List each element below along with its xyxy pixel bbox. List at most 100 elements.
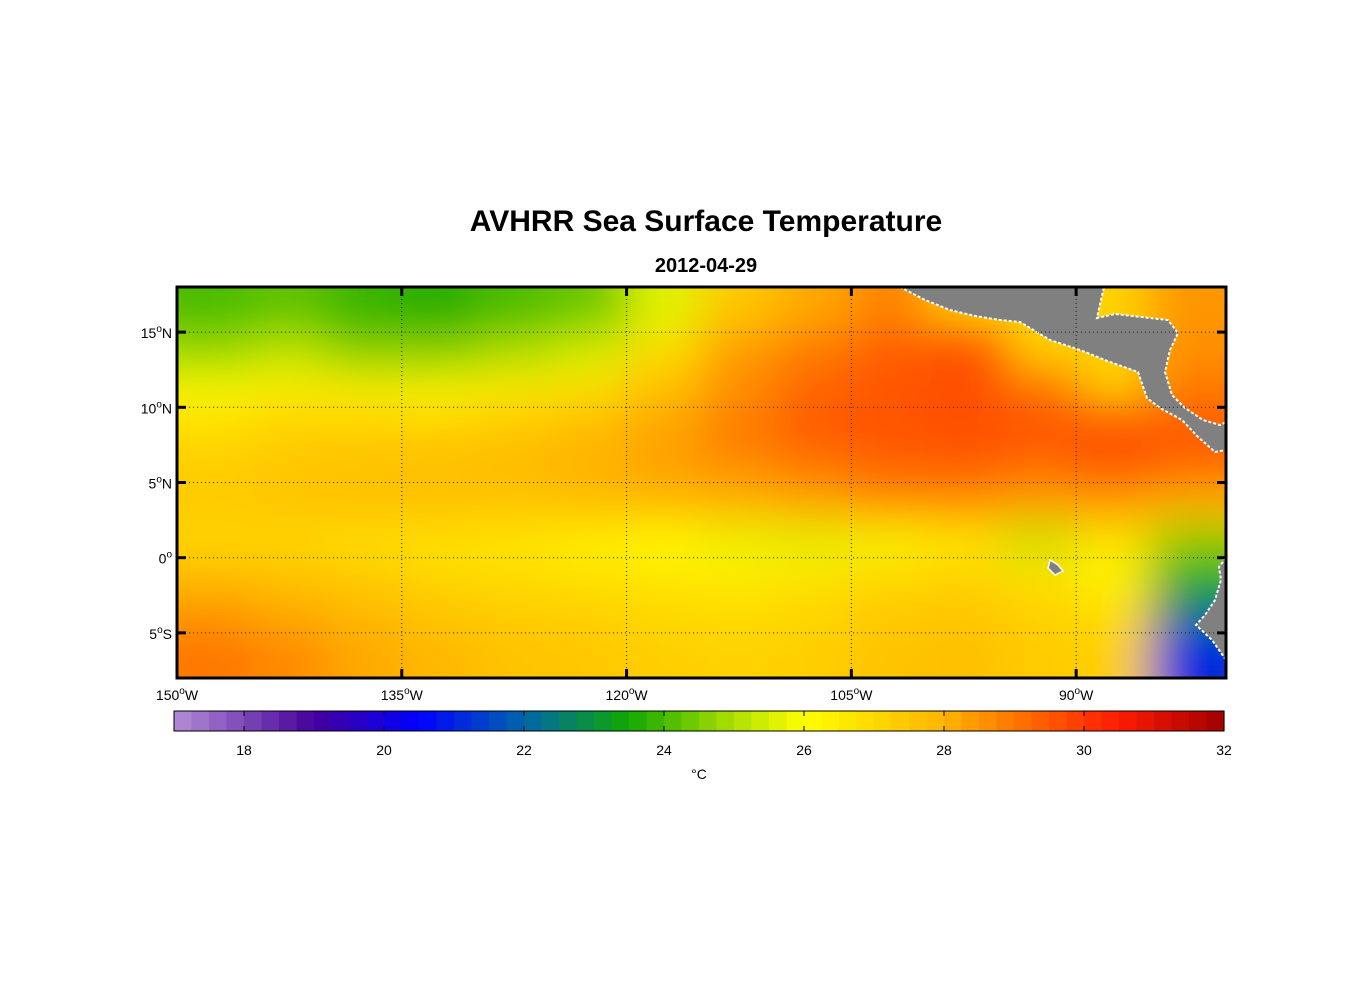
gridlines	[177, 287, 1226, 678]
sst-cell	[251, 373, 328, 413]
sst-cell	[851, 557, 928, 593]
sst-cell	[701, 486, 778, 525]
sst-cell	[476, 591, 553, 631]
sst-cell	[626, 373, 703, 413]
colorbar-tick-label: 28	[936, 742, 952, 758]
lat-label: 5oS	[149, 625, 172, 642]
sst-cell	[326, 629, 403, 678]
colorbar-step	[576, 711, 595, 731]
sst-cell	[1001, 486, 1078, 525]
sst-cell	[1001, 629, 1078, 678]
colorbar-tick-label: 18	[236, 742, 252, 758]
lon-label: 150oW	[156, 686, 199, 703]
colorbar-tick-label: 20	[376, 742, 392, 758]
colorbar-step	[769, 711, 788, 731]
colorbar-step	[1154, 711, 1173, 731]
lat-label: 15oN	[141, 324, 172, 341]
sst-cell	[626, 332, 703, 375]
sst-cell	[851, 332, 928, 375]
sst-cell	[701, 287, 778, 334]
sst-cell	[251, 557, 328, 593]
sst-cell	[851, 448, 928, 488]
sst-cell	[251, 448, 328, 488]
sst-cell	[701, 332, 778, 375]
colorbar-step	[716, 711, 735, 731]
colorbar-step	[524, 711, 543, 731]
colorbar-step	[1084, 711, 1103, 731]
colorbar-step	[1206, 711, 1225, 731]
colorbar-ticks: 18 20 22 24 26 28 30 32	[236, 711, 1232, 758]
colorbar-step	[839, 711, 858, 731]
colorbar-step	[226, 711, 245, 731]
sst-cell	[701, 591, 778, 631]
colorbar-step	[314, 711, 333, 731]
sst-cell	[1076, 448, 1153, 488]
sst-cell	[251, 411, 328, 450]
colorbar-unit-label: °C	[691, 766, 707, 782]
chart-title: AVHRR Sea Surface Temperature	[469, 205, 943, 238]
sst-cell	[476, 287, 553, 334]
colorbar-step	[944, 711, 963, 731]
sst-cell	[177, 411, 253, 450]
lat-label: 0o	[159, 550, 173, 567]
sst-cell	[401, 332, 478, 375]
sst-cell	[401, 557, 478, 593]
sst-cell	[326, 373, 403, 413]
sst-cell	[776, 287, 853, 334]
sst-cell	[626, 287, 703, 334]
sst-cell	[326, 287, 403, 334]
lon-label: 135oW	[381, 686, 424, 703]
sst-cell	[776, 629, 853, 678]
sst-cell	[401, 523, 478, 559]
colorbar-step	[541, 711, 560, 731]
sst-cell	[926, 486, 1003, 525]
sst-cell	[1151, 448, 1226, 488]
sst-cell	[1151, 523, 1226, 559]
colorbar-step	[279, 711, 298, 731]
colorbar-step	[996, 711, 1015, 731]
colorbar-step	[961, 711, 980, 731]
map-panel: 150oW 135oW 120oW 105oW 90oW 15oN 10oN 5oN 0o 5o…	[141, 285, 1228, 703]
sst-cell	[1076, 411, 1153, 450]
sst-cell	[776, 332, 853, 375]
colorbar-step	[926, 711, 945, 731]
sst-cell	[476, 557, 553, 593]
sst-cell	[177, 373, 253, 413]
sst-cell	[1001, 557, 1078, 593]
sst-cell	[476, 448, 553, 488]
sst-cell	[401, 486, 478, 525]
sst-cell	[326, 332, 403, 375]
sst-cell	[626, 629, 703, 678]
colorbar-step	[419, 711, 438, 731]
sst-cell	[177, 287, 253, 334]
sst-cell	[926, 591, 1003, 631]
colorbar-step	[611, 711, 630, 731]
lat-label: 10oN	[141, 399, 172, 416]
colorbar-step	[786, 711, 805, 731]
sst-cell	[326, 591, 403, 631]
sst-cell	[177, 523, 253, 559]
sst-cell	[326, 411, 403, 450]
sst-cell	[701, 373, 778, 413]
colorbar-step	[1136, 711, 1155, 731]
colorbar-step	[1014, 711, 1033, 731]
sst-cell	[476, 486, 553, 525]
sst-cell	[776, 373, 853, 413]
colorbar-step	[1031, 711, 1050, 731]
colorbar-step	[191, 711, 210, 731]
sst-cell	[851, 486, 928, 525]
galapagos-islands	[1047, 558, 1065, 576]
sst-cell	[251, 486, 328, 525]
longitude-labels: 150oW 135oW 120oW 105oW 90oW	[156, 686, 1094, 703]
sst-cell	[1151, 557, 1226, 593]
sst-cell	[177, 591, 253, 631]
sst-cell	[851, 629, 928, 678]
sst-cell	[251, 332, 328, 375]
sst-cell	[251, 591, 328, 631]
sst-cell	[551, 287, 628, 334]
colorbar-step	[856, 711, 875, 731]
sst-cell	[476, 523, 553, 559]
colorbar-step	[244, 711, 263, 731]
sst-cell	[776, 411, 853, 450]
colorbar-step	[629, 711, 648, 731]
